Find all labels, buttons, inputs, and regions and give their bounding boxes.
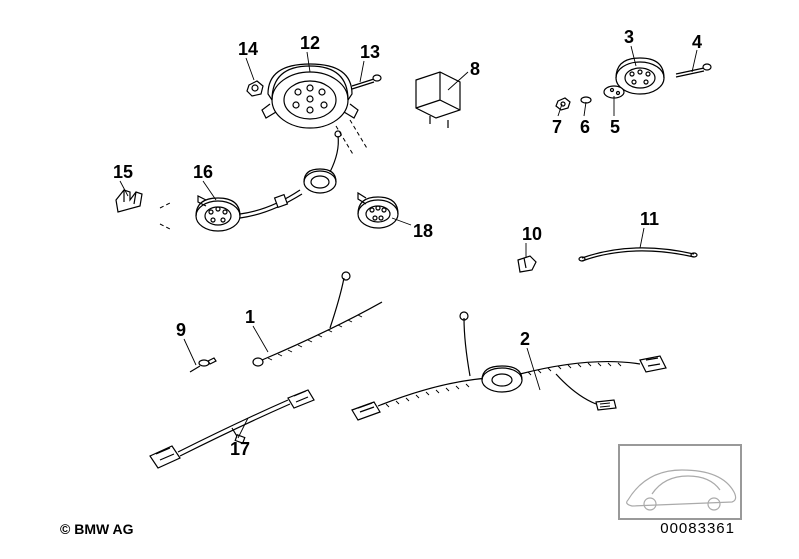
diagram-id: 00083361 [660,520,735,537]
leader-11 [640,228,644,248]
leader-16 [203,181,216,200]
callout-1: 1 [245,308,255,326]
leader-4 [692,50,697,72]
diagram-stage: 123456789101112131415161718 © BMW AG 000… [0,0,799,559]
callout-7: 7 [552,118,562,136]
callout-8: 8 [470,60,480,78]
callout-3: 3 [624,28,634,46]
part-2 [352,312,666,420]
leader-1 [253,326,268,352]
callout-13: 13 [360,43,380,61]
leader-9 [184,339,196,365]
leader-2 [527,348,540,390]
part-12 [262,64,358,128]
callout-16: 16 [193,163,213,181]
diagram-svg [0,0,799,559]
callout-9: 9 [176,321,186,339]
thumbnail [619,445,741,519]
callout-12: 12 [300,34,320,52]
part-7 [556,98,570,110]
part-18 [358,193,398,228]
leader-12 [307,52,310,72]
part-15 [116,190,142,212]
callout-14: 14 [238,40,258,58]
callout-18: 18 [413,222,433,240]
leader-6 [584,102,586,116]
leader-14 [246,58,254,80]
part-16 [196,131,341,231]
part-3 [616,58,664,94]
part-1 [253,272,382,366]
part-13 [352,75,381,89]
callout-4: 4 [692,33,702,51]
part-10 [518,256,536,272]
callout-6: 6 [580,118,590,136]
callout-11: 11 [640,210,659,228]
part-8 [416,72,460,128]
callout-15: 15 [113,163,133,181]
part-11 [579,248,697,261]
leader-lines [120,46,697,438]
callout-17: 17 [230,440,250,458]
leader-13 [360,61,364,82]
copyright: © BMW AG [60,521,134,537]
callout-5: 5 [610,118,620,136]
callout-2: 2 [520,330,530,348]
part-14 [247,81,263,96]
callout-10: 10 [522,225,542,243]
